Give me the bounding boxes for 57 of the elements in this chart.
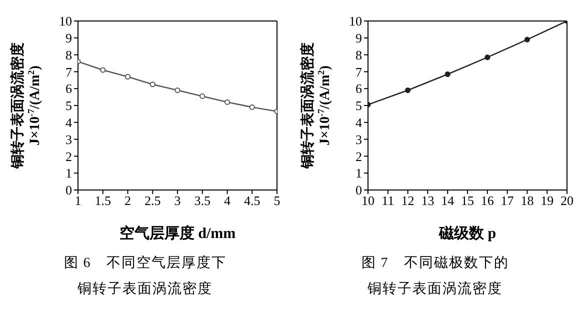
y-tick-label: 0 xyxy=(66,182,72,198)
point xyxy=(150,82,156,88)
x-tick-label: 5 xyxy=(274,193,280,208)
x-tick-label: 3 xyxy=(174,193,181,208)
y-tick-label: 9 xyxy=(356,30,362,46)
x-tick-label: 3.5 xyxy=(194,193,210,208)
y-tick-label: 6 xyxy=(66,81,72,96)
y-tick-label: 5 xyxy=(356,98,362,114)
x-axis-title: 空气层厚度 d/mm xyxy=(119,224,236,242)
point xyxy=(405,87,411,94)
y-tick-label: 6 xyxy=(356,81,362,96)
y-tick-label: 8 xyxy=(66,47,72,62)
x-tick-label: 4.5 xyxy=(244,193,260,208)
text: 图 7 不同磁极数下的 xyxy=(360,254,510,273)
x-tick-label: 15 xyxy=(461,193,474,208)
y-tick-label: 1 xyxy=(66,166,72,181)
x-tick-label: 18 xyxy=(520,193,534,208)
x-axis-title: 磁级数 p xyxy=(438,225,496,242)
y-tick-label: 2 xyxy=(356,148,362,164)
point xyxy=(249,104,255,110)
text: 图 6 不同空气层厚度下 xyxy=(62,254,228,273)
x-tick-label: 4 xyxy=(224,193,231,208)
text: 铜转子表面涡流密度 xyxy=(76,280,214,299)
x-tick-label: 16 xyxy=(480,193,494,208)
point xyxy=(100,67,106,73)
point xyxy=(200,93,206,100)
x-tick-label: 17 xyxy=(500,193,514,208)
x-tick-label: 11 xyxy=(382,193,394,208)
y-tick-label: 1 xyxy=(356,166,362,181)
x-tick-label: 14 xyxy=(441,193,455,208)
y-tick-label: 3 xyxy=(356,132,362,147)
x-tick-label: 19 xyxy=(540,193,554,208)
x-tick-label: 13 xyxy=(421,193,434,208)
text: 铜转子表面涡流密度 xyxy=(366,280,504,299)
x-tick-label: 2.5 xyxy=(144,193,161,208)
point xyxy=(524,36,530,42)
point xyxy=(224,99,230,105)
point xyxy=(444,71,450,78)
y-tick-label: 4 xyxy=(356,115,362,130)
y-tick-label: 10 xyxy=(59,14,72,29)
point xyxy=(484,54,490,60)
y-tick-label: 9 xyxy=(66,30,72,46)
x-tick-label: 20 xyxy=(560,193,574,208)
y-tick-label: 5 xyxy=(66,98,72,114)
x-tick-label: 2 xyxy=(124,193,131,208)
x-tick-label: 1.5 xyxy=(94,193,111,208)
y-tick-label: 7 xyxy=(66,64,72,80)
y-tick-label: 8 xyxy=(356,47,362,62)
x-tick-label: 12 xyxy=(401,193,414,208)
y-tick-label: 7 xyxy=(356,64,362,80)
y-tick-label: 4 xyxy=(66,115,72,130)
point xyxy=(174,87,180,94)
y-tick-label: 0 xyxy=(356,182,362,198)
y-tick-label: 2 xyxy=(66,148,72,164)
y-tick-label: 10 xyxy=(349,14,362,29)
point xyxy=(124,74,131,80)
y-tick-label: 3 xyxy=(66,132,72,147)
